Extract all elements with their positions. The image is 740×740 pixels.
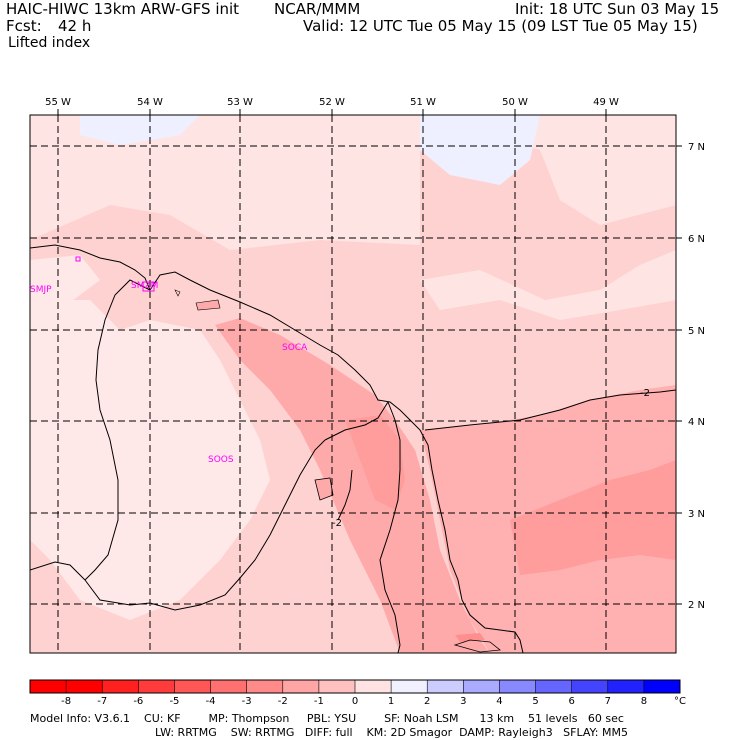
lon-label: 52 W bbox=[319, 97, 345, 108]
contour-label: -2 bbox=[640, 388, 650, 399]
colorbar-tick-label: -4 bbox=[206, 696, 216, 707]
lon-label: 50 W bbox=[502, 97, 528, 108]
field-unstable-core bbox=[510, 460, 676, 575]
colorbar-frame bbox=[29, 679, 681, 694]
colorbar-segment bbox=[499, 680, 537, 693]
colorbar-tick-label: -6 bbox=[133, 696, 143, 707]
station-marker-smjp bbox=[75, 256, 81, 262]
colorbar-segment bbox=[174, 680, 212, 693]
valid-time: Valid: 12 UTC Tue 05 May 15 (09 LST Tue … bbox=[303, 17, 698, 35]
colorbar-tick-label: 8 bbox=[641, 696, 647, 707]
colorbar bbox=[30, 680, 681, 693]
lat-label: 2 N bbox=[688, 600, 705, 611]
colorbar-segment bbox=[210, 680, 248, 693]
model-title: HAIC-HIWC 13km ARW-GFS init bbox=[6, 0, 240, 18]
colorbar-segment bbox=[66, 680, 103, 693]
colorbar-segment bbox=[30, 680, 67, 693]
colorbar-tick-label: 5 bbox=[532, 696, 538, 707]
lon-label: 53 W bbox=[227, 97, 253, 108]
init-time: Init: 18 UTC Sun 03 May 15 bbox=[515, 0, 720, 18]
lat-label: 7 N bbox=[688, 142, 705, 153]
field-unstable-core2 bbox=[345, 415, 405, 510]
station-label-soos: SOOS bbox=[208, 455, 234, 465]
colorbar-tick-label: -3 bbox=[242, 696, 252, 707]
colorbar-unit: °C bbox=[674, 696, 686, 707]
field-positive-north bbox=[80, 115, 200, 145]
station-label-soca: SOCA bbox=[282, 343, 308, 353]
colorbar-tick-label: 2 bbox=[424, 696, 430, 707]
colorbar-tick-label: -5 bbox=[169, 696, 179, 707]
field-light-west2 bbox=[30, 255, 100, 320]
station-label-smzm: SMZM bbox=[131, 281, 158, 291]
station-marker-smzm bbox=[142, 281, 155, 292]
island-maraca bbox=[453, 639, 502, 653]
colorbar-segment bbox=[138, 680, 175, 693]
contour-label: -2 bbox=[332, 518, 342, 529]
field-unstable-patch bbox=[315, 478, 333, 500]
field-light-east bbox=[420, 250, 676, 320]
border-guyane-brazil-south bbox=[84, 439, 326, 611]
colorbar-tick-label: 6 bbox=[568, 696, 574, 707]
lon-label: 54 W bbox=[137, 97, 163, 108]
lat-label: 4 N bbox=[688, 417, 705, 428]
colorbar-segment bbox=[246, 680, 284, 693]
island-small3 bbox=[174, 289, 181, 297]
colorbar-tick-label: 0 bbox=[352, 696, 358, 707]
colorbar-segment bbox=[102, 680, 139, 693]
colorbar-segment bbox=[535, 680, 573, 693]
colorbar-segment bbox=[391, 680, 428, 693]
footer-model-info: Model Info: V3.6.1 CU: KF MP: Thompson P… bbox=[30, 712, 624, 725]
forecast-hour: 42 h bbox=[58, 17, 92, 35]
colorbar-tick-label: 7 bbox=[605, 696, 611, 707]
colorbar-tick-label: -1 bbox=[314, 696, 324, 707]
colorbar-segment bbox=[318, 680, 356, 693]
forecast-label: Fcst: bbox=[6, 17, 42, 35]
footer-physics-info: LW: RRTMG SW: RRTMG DIFF: full KM: 2D Sm… bbox=[155, 726, 628, 739]
coastline-west bbox=[30, 244, 151, 291]
border-amapa bbox=[379, 401, 401, 653]
field-unstable-patch2 bbox=[196, 300, 220, 310]
colorbar-tick-label: -7 bbox=[97, 696, 107, 707]
lat-label: 6 N bbox=[688, 234, 705, 245]
colorbar-tick-label: 3 bbox=[460, 696, 466, 707]
colorbar-segment bbox=[355, 680, 392, 693]
org-label: NCAR/MMM bbox=[274, 0, 361, 18]
colorbar-segment bbox=[282, 680, 320, 693]
colorbar-segment bbox=[463, 680, 500, 693]
border-oyapock bbox=[324, 401, 389, 441]
map-frame bbox=[29, 114, 677, 654]
field-unstable-patch3 bbox=[455, 633, 485, 642]
colorbar-tick-label: 4 bbox=[496, 696, 502, 707]
colorbar-segment bbox=[571, 680, 609, 693]
contour-line-east bbox=[424, 389, 676, 431]
field-light-north bbox=[30, 115, 676, 250]
lat-label: 5 N bbox=[688, 326, 705, 337]
colorbar-tick-label: -8 bbox=[61, 696, 71, 707]
colorbar-segment bbox=[643, 680, 681, 693]
border-suriname-guyane bbox=[84, 279, 151, 581]
field-unstable-coast bbox=[215, 318, 490, 653]
colorbar-tick-label: 1 bbox=[388, 696, 394, 707]
colorbar-tick-label: -2 bbox=[278, 696, 288, 707]
coastline bbox=[149, 271, 524, 653]
colorbar-segment bbox=[427, 680, 464, 693]
lon-label: 49 W bbox=[593, 97, 619, 108]
field-name: Lifted index bbox=[8, 35, 91, 51]
island-small bbox=[314, 477, 334, 501]
station-label-smjp: SMJP bbox=[30, 285, 52, 295]
colorbar-segment bbox=[607, 680, 645, 693]
lon-label: 51 W bbox=[410, 97, 436, 108]
island-small2 bbox=[195, 299, 221, 311]
border-suriname-west bbox=[30, 561, 86, 581]
lat-label: 3 N bbox=[688, 509, 705, 520]
lon-label: 55 W bbox=[45, 97, 71, 108]
field-positive-ne bbox=[420, 115, 540, 185]
